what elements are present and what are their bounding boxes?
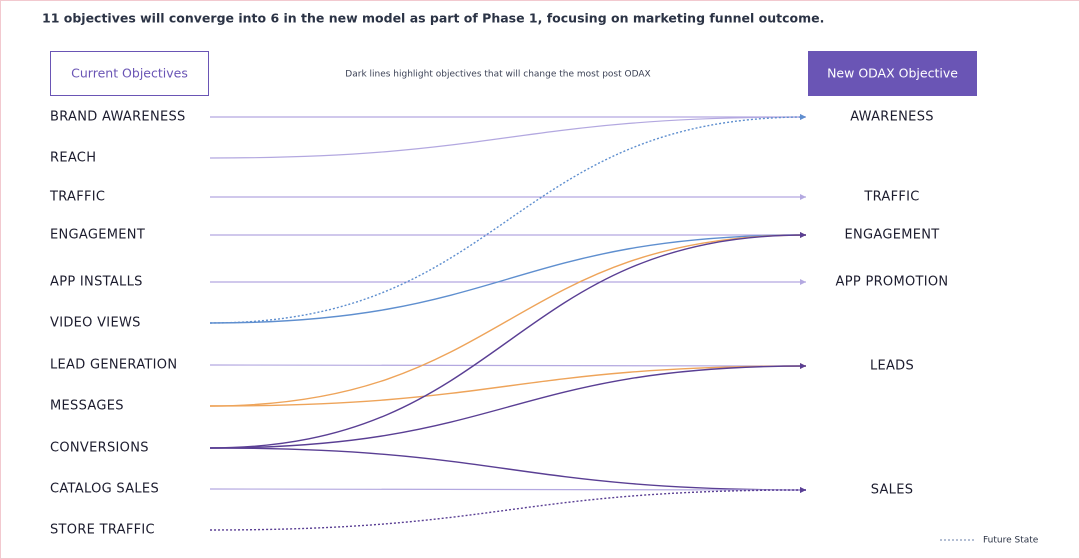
connector (209, 365, 807, 449)
current-objective: STORE TRAFFIC (50, 523, 155, 538)
connections (209, 114, 807, 531)
note: Dark lines highlight objectives that wil… (345, 70, 650, 80)
connector (209, 489, 807, 531)
connector (209, 488, 807, 491)
arrowhead (800, 232, 806, 238)
connector (209, 234, 807, 449)
current-header-box (50, 51, 209, 96)
arrowhead (800, 194, 806, 200)
current-objective: CATALOG SALES (50, 482, 159, 497)
arrowhead (800, 279, 806, 285)
connector (209, 234, 807, 407)
current-objective: APP INSTALLS (50, 275, 143, 290)
current-objective: TRAFFIC (49, 190, 105, 205)
current-objective: BRAND AWARENESS (50, 110, 186, 125)
arrowhead (800, 114, 806, 120)
labels: BRAND AWARENESS REACH TRAFFIC ENGAGEMENT APP… (49, 110, 948, 538)
current-objective: REACH (50, 151, 96, 166)
title: 11 objectives will converge into 6 in th… (42, 11, 824, 26)
legend-label: Future State (983, 536, 1039, 546)
new-objective: SALES (871, 483, 914, 498)
connector (209, 116, 807, 324)
arrowhead (800, 487, 806, 493)
current-objective: CONVERSIONS (50, 441, 149, 456)
connector (209, 116, 807, 159)
new-objective: ENGAGEMENT (844, 228, 939, 243)
current-objective: LEAD GENERATION (50, 358, 177, 373)
current-header: Current Objectives (71, 66, 188, 81)
new-objective: APP PROMOTION (836, 275, 949, 290)
current-objective: MESSAGES (50, 399, 124, 414)
new-header: New ODAX Objective (827, 66, 958, 81)
new-header-box (808, 51, 977, 96)
connector (209, 234, 807, 324)
current-objective: VIDEO VIEWS (50, 316, 141, 331)
new-objective: AWARENESS (850, 110, 934, 125)
new-objective: LEADS (870, 359, 914, 374)
connector (209, 447, 807, 491)
new-objective: TRAFFIC (863, 190, 919, 205)
connector (209, 364, 807, 367)
connector (209, 365, 807, 407)
arrowhead (800, 363, 806, 369)
current-objective: ENGAGEMENT (50, 228, 145, 243)
